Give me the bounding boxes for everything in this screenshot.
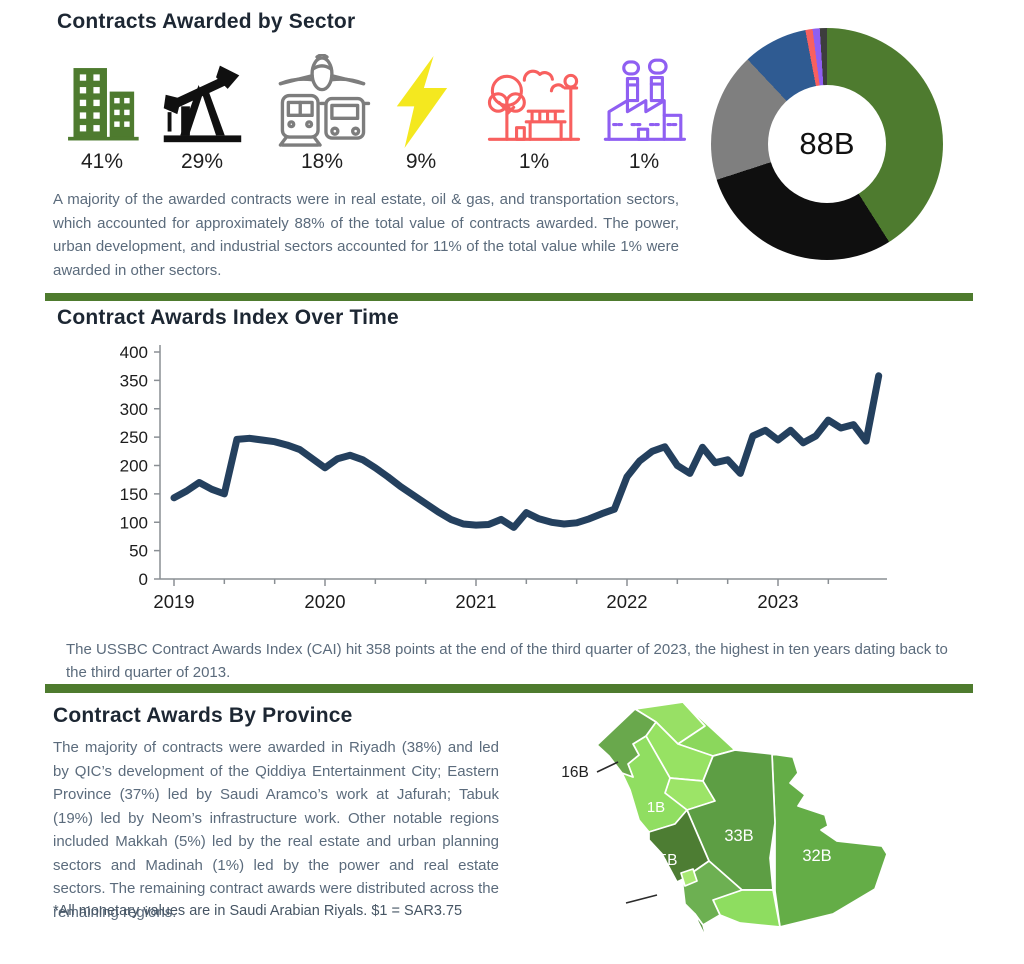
province-paragraph: The majority of contracts were awarded i… bbox=[53, 739, 499, 921]
sector-transportation: 18% bbox=[266, 52, 378, 174]
tabuk-value-label: 16B bbox=[561, 764, 589, 781]
transportation-percent: 18% bbox=[300, 150, 344, 173]
cai-chart-svg: 400 350 300 250 200 150 100 50 0 2019 2020 2021 2022… bbox=[120, 343, 887, 612]
svg-text:2022: 2022 bbox=[606, 591, 647, 612]
eastern-value-label: 32B bbox=[802, 847, 831, 865]
section-divider-2 bbox=[45, 684, 973, 693]
cai-line-path bbox=[170, 372, 883, 531]
sector-industrial: 1% bbox=[594, 52, 694, 174]
svg-text:2019: 2019 bbox=[153, 591, 194, 612]
sector-donut-chart: 88B bbox=[711, 28, 943, 260]
province-bahah bbox=[680, 868, 698, 887]
province-jazan bbox=[694, 913, 708, 941]
transportation-icon bbox=[272, 52, 372, 148]
province-eastern bbox=[771, 753, 888, 928]
section-divider-1 bbox=[45, 293, 973, 301]
lightning-bolt-icon bbox=[390, 52, 452, 148]
riyadh-value-label: 33B bbox=[724, 827, 753, 845]
asir-leader-line bbox=[625, 894, 658, 904]
oil-gas-percent: 29% bbox=[180, 150, 224, 173]
svg-text:350: 350 bbox=[120, 371, 148, 390]
svg-text:2021: 2021 bbox=[455, 591, 496, 612]
svg-text:150: 150 bbox=[120, 485, 148, 504]
sector-paragraph: A majority of the awarded contracts were… bbox=[53, 191, 679, 279]
svg-text:300: 300 bbox=[120, 400, 148, 419]
svg-text:50: 50 bbox=[129, 542, 148, 561]
real-estate-percent: 41% bbox=[80, 150, 124, 173]
madinah-value-label: 1B bbox=[647, 799, 665, 816]
svg-text:100: 100 bbox=[120, 513, 148, 532]
real-estate-buildings-icon bbox=[59, 52, 145, 148]
urban-development-percent: 1% bbox=[518, 150, 550, 173]
donut-center-label: 88B bbox=[799, 126, 855, 161]
makkah-value-label: 5B bbox=[659, 852, 678, 869]
svg-text:0: 0 bbox=[139, 570, 148, 589]
sector-urban-development: 1% bbox=[478, 52, 590, 174]
svg-text:250: 250 bbox=[120, 428, 148, 447]
svg-text:400: 400 bbox=[120, 343, 148, 362]
industrial-percent: 1% bbox=[628, 150, 660, 173]
saudi-arabia-map: 16B 1B 33B 5B 32B bbox=[561, 701, 888, 941]
sector-real-estate: 41% bbox=[52, 52, 152, 174]
province-section-title: Contract Awards By Province bbox=[53, 704, 353, 727]
svg-text:2020: 2020 bbox=[304, 591, 345, 612]
urban-park-icon bbox=[484, 52, 584, 148]
cai-section-title: Contract Awards Index Over Time bbox=[57, 306, 399, 329]
sector-power: 9% bbox=[388, 52, 454, 174]
sector-oil-gas: 29% bbox=[150, 52, 254, 174]
tabuk-leader-line bbox=[596, 761, 619, 773]
province-tabuk bbox=[596, 708, 657, 778]
factory-icon bbox=[598, 52, 690, 148]
power-percent: 9% bbox=[405, 150, 437, 173]
sector-donut-hole: 88B bbox=[768, 85, 886, 203]
svg-text:2023: 2023 bbox=[757, 591, 798, 612]
svg-text:200: 200 bbox=[120, 457, 148, 476]
cai-axes: 400 350 300 250 200 150 100 50 0 2019 2020 2021 2022… bbox=[120, 343, 887, 612]
oil-pump-icon bbox=[155, 52, 249, 148]
province-asir bbox=[682, 860, 743, 926]
sector-section-title: Contracts Awarded by Sector bbox=[57, 10, 356, 33]
cai-caption: The USSBC Contract Awards Index (CAI) hi… bbox=[66, 641, 948, 681]
monetary-footnote: *All monetary values are in Saudi Arabia… bbox=[53, 903, 463, 919]
